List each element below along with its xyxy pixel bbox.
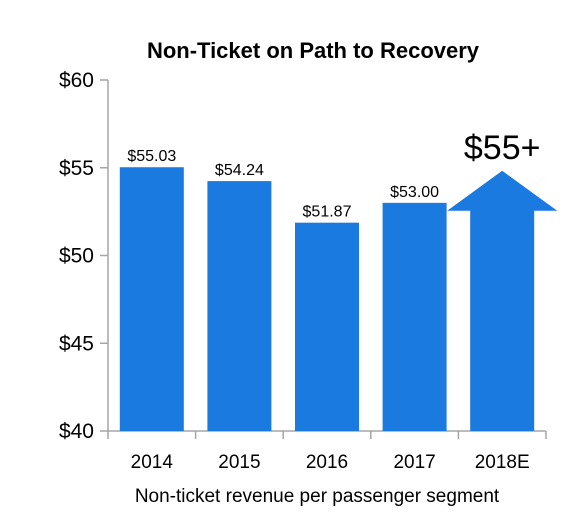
x-axis: 2014 2015 2016 2017 2018E <box>107 430 547 473</box>
bars <box>119 167 447 431</box>
y-tick-label: $45 <box>59 332 94 355</box>
data-label: $53.00 <box>390 184 439 201</box>
x-tick-label: 2018E <box>475 452 530 473</box>
bar <box>295 222 359 431</box>
y-tick-label: $55 <box>59 157 94 180</box>
bar <box>119 167 184 431</box>
projection-arrow <box>447 170 558 431</box>
bar <box>207 181 272 431</box>
data-label: $55.03 <box>127 148 176 165</box>
x-tick-label: 2015 <box>218 452 260 473</box>
projection: $55+ <box>447 129 558 431</box>
data-label: $51.87 <box>303 204 352 221</box>
projection-label: $55+ <box>464 129 541 167</box>
y-tick-label: $60 <box>59 69 94 92</box>
y-tick-label: $50 <box>59 245 94 268</box>
x-tick-label: 2014 <box>131 452 174 473</box>
y-tick-label: $40 <box>59 420 94 443</box>
x-tick-label: 2017 <box>393 452 435 473</box>
chart-title: Non-Ticket on Path to Recovery <box>147 38 480 63</box>
bar <box>382 202 447 431</box>
x-tick-label: 2016 <box>306 452 348 473</box>
data-labels: $55.03 $54.24 $51.87 $53.00 <box>127 148 439 220</box>
data-label: $54.24 <box>215 162 264 179</box>
y-axis: $40 $45 $50 $55 $60 <box>59 69 109 443</box>
x-axis-label: Non-ticket revenue per passenger segment <box>135 486 500 507</box>
